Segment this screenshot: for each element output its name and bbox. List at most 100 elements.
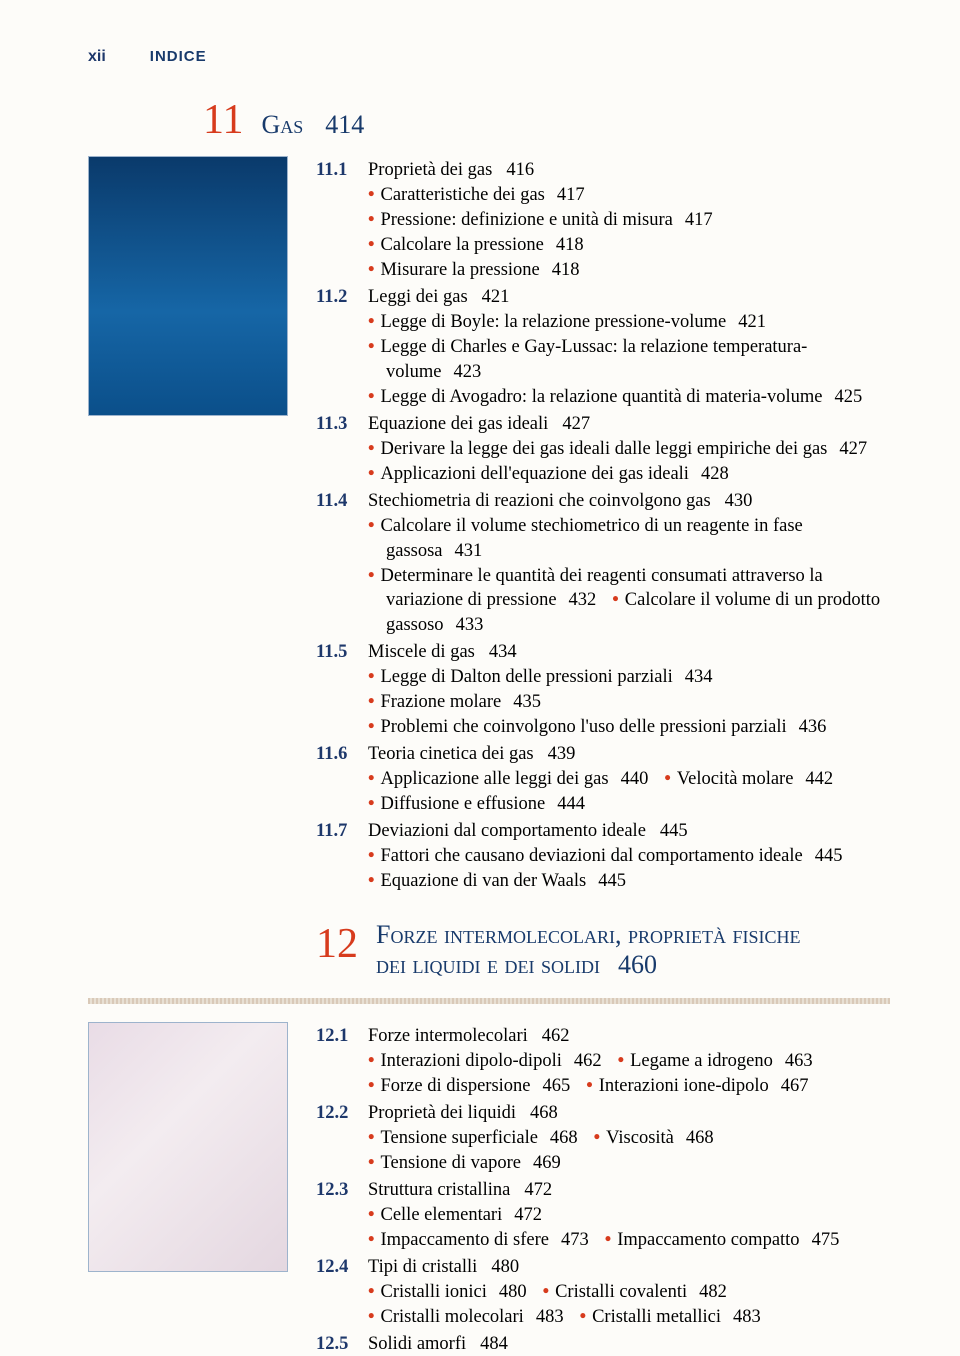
subitem-page: 418: [556, 235, 584, 255]
bullet-icon: •: [368, 1051, 380, 1071]
chapter-12-body: 12.1Forze intermolecolari462•Interazioni…: [88, 1022, 890, 1356]
section-title: Miscele di gas434: [368, 640, 890, 665]
section-subitems: •Legge di Dalton delle pressioni parzial…: [368, 665, 890, 740]
section-page: 416: [506, 160, 534, 180]
subitem-page: 462: [574, 1051, 602, 1071]
toc-subitem: •Tensione superficiale468•Viscosità468: [368, 1126, 890, 1151]
subitem-page: 445: [598, 871, 626, 891]
section-page: 445: [660, 821, 688, 841]
chapter-page: 460: [618, 950, 657, 979]
subitem-page: 480: [499, 1282, 527, 1302]
bullet-icon: •: [368, 439, 380, 459]
toc-subitem: •Interazioni dipolo-dipoli462•Legame a i…: [368, 1049, 890, 1074]
chapter-11-image: [88, 156, 288, 416]
section-title: Proprietà dei liquidi468: [368, 1101, 890, 1126]
toc-subitem: •Determinare le quantità dei reagenti co…: [368, 564, 890, 639]
bullet-icon: •: [368, 1153, 380, 1173]
subitem-page: 423: [454, 362, 482, 382]
subitem-page: 440: [621, 769, 649, 789]
subitem-page: 417: [685, 210, 713, 230]
toc-section: 12.4Tipi di cristalli480: [316, 1255, 890, 1280]
section-title: Deviazioni dal comportamento ideale445: [368, 819, 890, 844]
section-number: 11.4: [316, 489, 368, 514]
section-page: 421: [482, 287, 510, 307]
section-page: 462: [542, 1026, 570, 1046]
bullet-icon: •: [368, 1128, 380, 1148]
chapter-11-toc: 11.1Proprietà dei gas416•Caratteristiche…: [316, 156, 890, 894]
bullet-icon: •: [368, 1076, 380, 1096]
section-page: 472: [524, 1180, 552, 1200]
subitem-page: 472: [514, 1205, 542, 1225]
section-subitems: •Legge di Boyle: la relazione pressione-…: [368, 310, 890, 410]
section-subitems: •Calcolare il volume stechiometrico di u…: [368, 514, 890, 639]
bullet-icon: •: [368, 312, 380, 332]
section-page: 484: [480, 1334, 508, 1354]
section-number: 12.4: [316, 1255, 368, 1280]
bullet-icon: •: [368, 667, 380, 687]
toc-subitem: •Pressione: definizione e unità di misur…: [368, 208, 890, 233]
section-number: 11.1: [316, 158, 368, 183]
chapter-12-heading: 12 Forze intermolecolari, proprietà fisic…: [316, 920, 890, 980]
subitem-page: 421: [738, 312, 766, 332]
toc-subitem: •Frazione molare435: [368, 690, 890, 715]
toc-subitem: •Derivare la legge dei gas ideali dalle …: [368, 437, 890, 462]
bullet-icon: •: [368, 235, 380, 255]
bullet-icon: •: [368, 260, 380, 280]
thumbnail-column: [88, 156, 288, 894]
section-number: 11.6: [316, 742, 368, 767]
subitem-page: 432: [569, 590, 597, 610]
section-number: 11.2: [316, 285, 368, 310]
bullet-icon: •: [368, 1230, 380, 1250]
bullet-icon: •: [368, 566, 380, 586]
bullet-icon: •: [543, 1282, 555, 1302]
toc-subitem: •Calcolare la pressione418: [368, 233, 890, 258]
section-number: 12.2: [316, 1101, 368, 1126]
toc-subitem: •Celle elementari472: [368, 1203, 890, 1228]
bullet-icon: •: [368, 210, 380, 230]
subitem-page: 468: [550, 1128, 578, 1148]
section-subitems: •Cristalli ionici480•Cristalli covalenti…: [368, 1280, 890, 1330]
section-title: Forze intermolecolari462: [368, 1024, 890, 1049]
chapter-title: Gas: [261, 110, 303, 139]
subitem-page: 465: [543, 1076, 571, 1096]
chapter-title: Forze intermolecolari, proprietà fisiche: [376, 920, 800, 950]
bullet-icon: •: [368, 1282, 380, 1302]
toc-subitem: •Legge di Charles e Gay-Lussac: la relaz…: [368, 335, 890, 385]
bullet-icon: •: [368, 185, 380, 205]
bullet-icon: •: [368, 1307, 380, 1327]
subitem-page: 431: [455, 541, 483, 561]
bullet-icon: •: [368, 871, 380, 891]
toc-subitem: •Fattori che causano deviazioni dal comp…: [368, 844, 890, 869]
section-title: Teoria cinetica dei gas439: [368, 742, 890, 767]
section-page: 480: [491, 1257, 519, 1277]
subitem-page: 427: [839, 439, 867, 459]
subitem-page: 468: [686, 1128, 714, 1148]
section-number: 11.3: [316, 412, 368, 437]
toc-subitem: •Forze di dispersione465•Interazioni ion…: [368, 1074, 890, 1099]
chapter-divider: [88, 998, 890, 1004]
bullet-icon: •: [618, 1051, 630, 1071]
toc-subitem: •Problemi che coinvolgono l'uso delle pr…: [368, 715, 890, 740]
toc-subitem: •Diffusione e effusione444: [368, 792, 890, 817]
chapter-12-image: [88, 1022, 288, 1272]
toc-section: 11.3Equazione dei gas ideali427: [316, 412, 890, 437]
header-label: INDICE: [150, 48, 207, 65]
toc-subitem: •Calcolare il volume stechiometrico di u…: [368, 514, 890, 564]
section-subitems: •Fattori che causano deviazioni dal comp…: [368, 844, 890, 894]
toc-section: 11.2Leggi dei gas421: [316, 285, 890, 310]
subitem-page: 434: [685, 667, 713, 687]
toc-section: 12.3Struttura cristallina472: [316, 1178, 890, 1203]
chapter-number: 12: [316, 920, 358, 968]
toc-section: 12.5Solidi amorfi484: [316, 1332, 890, 1356]
bullet-icon: •: [368, 692, 380, 712]
bullet-icon: •: [368, 516, 380, 536]
subitem-page: 463: [785, 1051, 813, 1071]
bullet-icon: •: [368, 846, 380, 866]
toc-subitem: •Caratteristiche dei gas417: [368, 183, 890, 208]
bullet-icon: •: [368, 1205, 380, 1225]
toc-section: 11.6Teoria cinetica dei gas439: [316, 742, 890, 767]
section-title: Tipi di cristalli480: [368, 1255, 890, 1280]
chapter-page: 414: [325, 110, 364, 139]
section-page: 468: [530, 1103, 558, 1123]
subitem-page: 418: [552, 260, 580, 280]
